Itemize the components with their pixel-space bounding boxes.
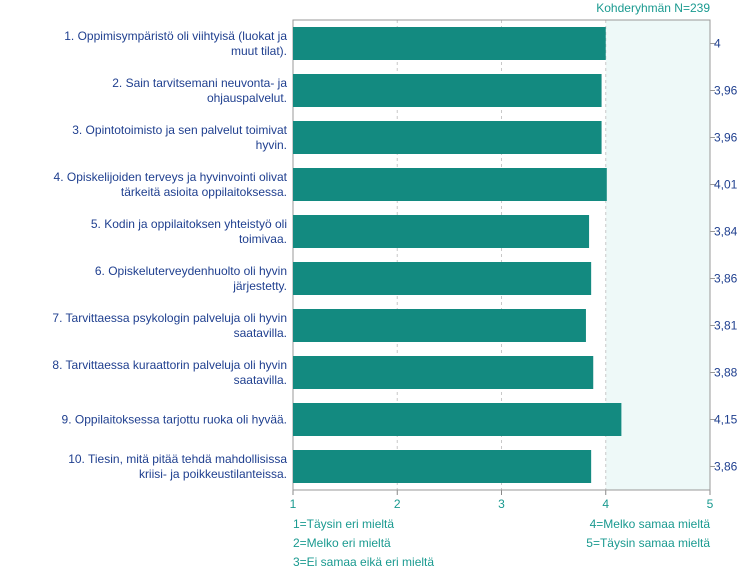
category-label: 2. Sain tarvitsemani neuvonta- ja ohjaus…: [112, 75, 287, 105]
value-label: 3,96: [714, 84, 738, 98]
value-label: 3,96: [714, 131, 738, 145]
value-label: 4,15: [714, 413, 738, 427]
category-label: 6. Opiskeluterveydenhuolto oli hyvin jär…: [94, 263, 287, 293]
category-label: 1. Oppimisympäristö oli viihtyisä (luoka…: [64, 28, 287, 58]
value-label: 4: [714, 37, 721, 51]
value-label: 3,86: [714, 460, 738, 474]
value-label: 3,86: [714, 272, 738, 286]
scale-note: 3=Ei samaa eikä eri mieltä: [293, 555, 434, 569]
bar: [293, 450, 592, 483]
value-label: 4,01: [714, 178, 738, 192]
chart-title: Kohderyhmän N=239: [596, 1, 710, 15]
value-label: 3,81: [714, 319, 738, 333]
scale-note: 2=Melko eri mieltä: [293, 536, 391, 550]
x-tick-label: 4: [602, 497, 609, 511]
plot-shade: [605, 20, 710, 490]
category-label: 5. Kodin ja oppilaitoksen yhteistyö oli …: [90, 216, 287, 246]
scale-note: 5=Täysin samaa mieltä: [586, 536, 710, 550]
bar: [293, 27, 606, 60]
x-tick-label: 5: [707, 497, 714, 511]
x-tick-label: 3: [498, 497, 505, 511]
category-label: 3. Opintotoimisto ja sen palvelut toimiv…: [72, 122, 287, 152]
bar: [293, 403, 622, 436]
value-label: 3,84: [714, 225, 738, 239]
scale-note: 4=Melko samaa mieltä: [590, 517, 711, 531]
bar: [293, 356, 594, 389]
value-label: 3,88: [714, 366, 738, 380]
plot-border: [292, 19, 711, 491]
category-label: 9. Oppilaitoksessa tarjottu ruoka oli hy…: [61, 412, 287, 426]
category-label: 8. Tarvittaessa kuraattorin palveluja ol…: [52, 357, 287, 387]
x-tick-label: 1: [290, 497, 297, 511]
category-label: 10. Tiesin, mitä pitää tehdä mahdollisis…: [68, 451, 287, 481]
bar: [293, 215, 590, 248]
bar: [293, 74, 602, 107]
scale-note: 1=Täysin eri mieltä: [293, 517, 394, 531]
category-label: 7. Tarvittaessa psykologin palveluja oli…: [52, 310, 287, 340]
x-tick-label: 2: [394, 497, 401, 511]
bar: [293, 121, 602, 154]
category-label: 4. Opiskelijoiden terveys ja hyvinvointi…: [53, 169, 287, 199]
bar: [293, 168, 607, 201]
bar: [293, 262, 592, 295]
bar: [293, 309, 586, 342]
